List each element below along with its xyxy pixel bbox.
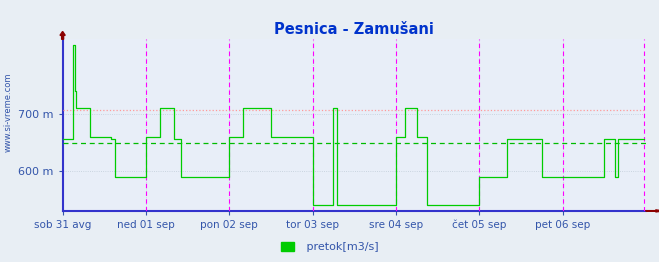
Legend:  pretok[m3/s]: pretok[m3/s] (276, 237, 383, 256)
Text: www.si-vreme.com: www.si-vreme.com (4, 73, 13, 152)
Title: Pesnica - Zamušani: Pesnica - Zamušani (274, 22, 434, 37)
